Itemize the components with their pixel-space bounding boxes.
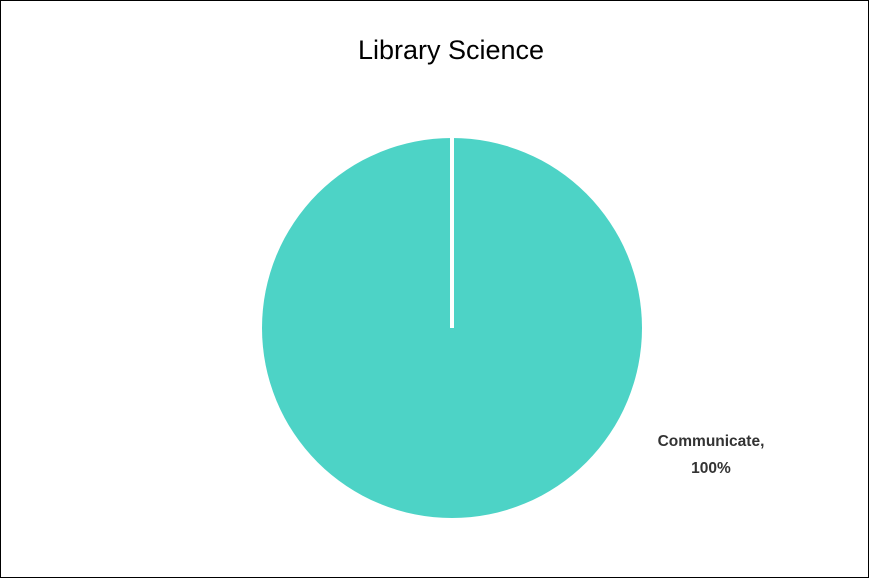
chart-title: Library Science (357, 35, 545, 65)
data-label-value: 100% (691, 460, 731, 477)
data-label-communicate: Communicate, 100% (611, 428, 811, 482)
data-label-category: Communicate, (657, 433, 765, 450)
